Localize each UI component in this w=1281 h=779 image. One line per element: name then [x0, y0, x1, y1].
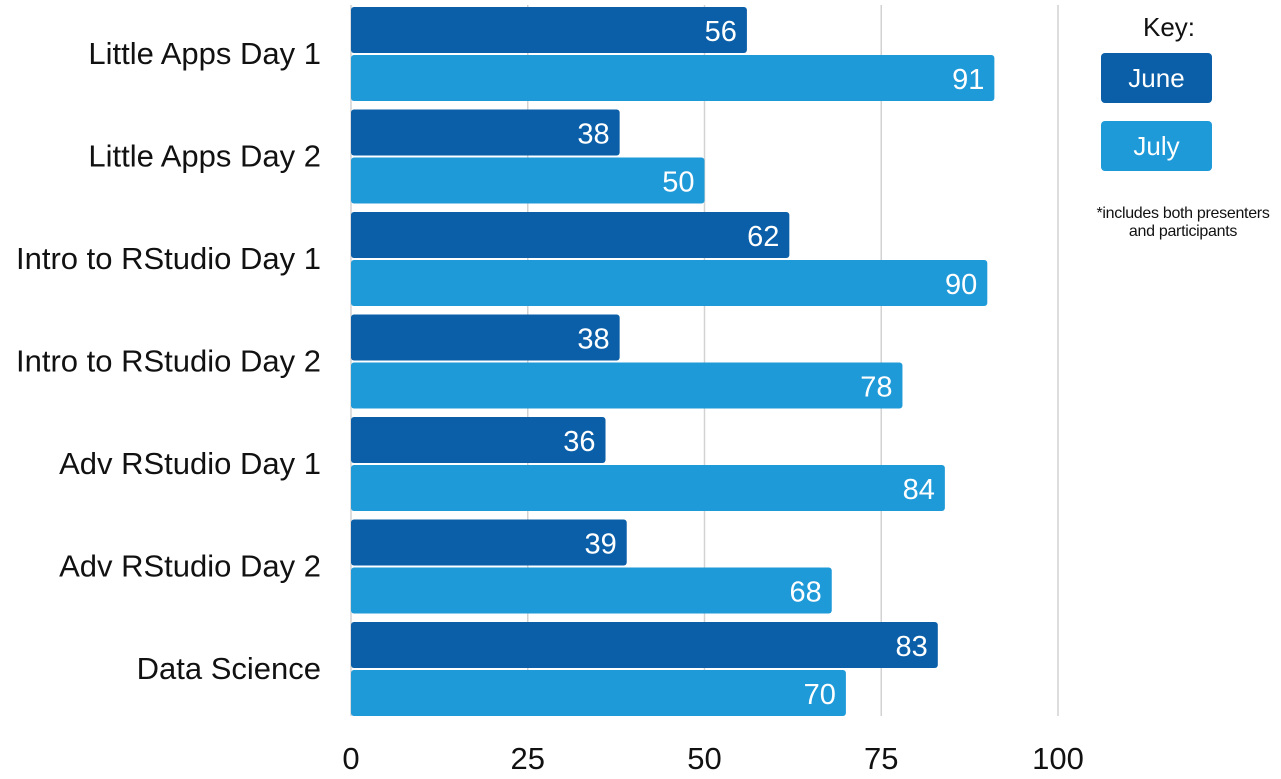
category-label: Little Apps Day 2	[88, 139, 321, 174]
data-label: 91	[952, 64, 984, 96]
data-label: 83	[896, 631, 928, 663]
legend: Key: June July *includes both presenters…	[1085, 12, 1281, 240]
legend-entry-july: July	[1101, 121, 1212, 171]
bar-june	[351, 109, 620, 156]
bar-june	[351, 7, 747, 53]
x-tick-label: 25	[511, 741, 545, 776]
bar-july	[351, 55, 995, 101]
bar-july	[351, 567, 832, 614]
bar-june	[351, 417, 606, 463]
legend-note-line-2: and participants	[1128, 223, 1238, 240]
category-label: Data Science	[137, 651, 321, 686]
legend-entry-june: June	[1101, 53, 1212, 103]
data-label: 36	[563, 426, 595, 458]
bar-june	[351, 212, 790, 258]
category-label: Intro to RStudio Day 2	[16, 344, 321, 379]
category-label: Adv RStudio Day 1	[59, 446, 321, 481]
x-tick-label: 100	[1032, 741, 1084, 776]
data-label: 84	[903, 474, 935, 506]
data-label: 38	[577, 119, 609, 151]
bar-july	[351, 465, 945, 511]
bars: 56 91 38 50 62 90 38 78 36 84 39 68 83 70	[351, 7, 995, 716]
data-label: 90	[945, 269, 977, 301]
legend-title: Key:	[1142, 12, 1196, 42]
x-tick-label: 50	[687, 741, 721, 776]
bar-june	[351, 622, 938, 668]
bar-july	[351, 670, 846, 716]
x-tick-label: 75	[864, 741, 898, 776]
category-label: Intro to RStudio Day 1	[16, 241, 321, 276]
bar-july	[351, 157, 705, 204]
x-axis-tick-labels: 0 25 50 75 100	[342, 741, 1083, 776]
legend-note: *includes both presenters and participan…	[1085, 205, 1281, 241]
data-label: 38	[577, 324, 609, 356]
data-label: 56	[705, 16, 737, 48]
data-label: 78	[860, 372, 892, 404]
data-label: 70	[804, 679, 836, 711]
x-tick-label: 0	[342, 741, 359, 776]
data-label: 39	[584, 529, 616, 561]
category-label: Adv RStudio Day 2	[59, 549, 321, 584]
bar-june	[351, 519, 627, 566]
bar-july	[351, 260, 988, 306]
data-label: 50	[662, 167, 694, 199]
category-label: Little Apps Day 1	[88, 36, 321, 71]
bar-july	[351, 362, 903, 409]
data-label: 62	[747, 221, 779, 253]
bar-june	[351, 314, 620, 361]
category-labels: Little Apps Day 1 Little Apps Day 2 Intro …	[16, 36, 321, 686]
data-label: 68	[789, 577, 821, 609]
legend-note-line-1: *includes both presenters	[1096, 205, 1270, 222]
